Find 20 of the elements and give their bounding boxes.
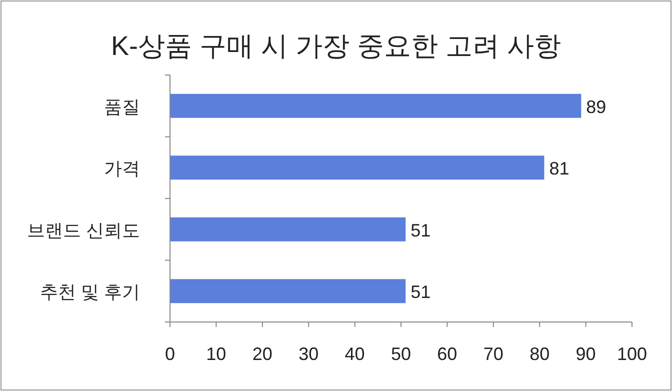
x-tick-label: 20	[252, 344, 272, 364]
data-label: 51	[410, 282, 431, 302]
chart-title: K-상품 구매 시 가장 중요한 고려 사항	[110, 31, 562, 61]
x-tick-label: 80	[530, 344, 550, 364]
x-tick-label: 0	[164, 344, 176, 364]
y-tick-label: 브랜드 신뢰도	[26, 220, 140, 240]
x-tick-label: 90	[576, 344, 596, 364]
x-tick-label: 30	[298, 344, 319, 364]
data-label: 81	[549, 158, 570, 179]
y-tick-label: 품질	[104, 96, 140, 117]
x-tick-label: 40	[344, 344, 365, 364]
y-tick-label: 추천 및 후기	[40, 282, 140, 302]
x-tick-label: 100	[616, 344, 648, 364]
data-label: 51	[410, 220, 431, 240]
data-label: 89	[586, 96, 606, 117]
x-tick-label: 10	[206, 344, 226, 364]
x-tick-label: 60	[437, 344, 458, 364]
x-tick-label: 70	[483, 344, 504, 364]
y-tick-label: 가격	[104, 158, 140, 179]
x-tick-label: 50	[390, 344, 412, 364]
